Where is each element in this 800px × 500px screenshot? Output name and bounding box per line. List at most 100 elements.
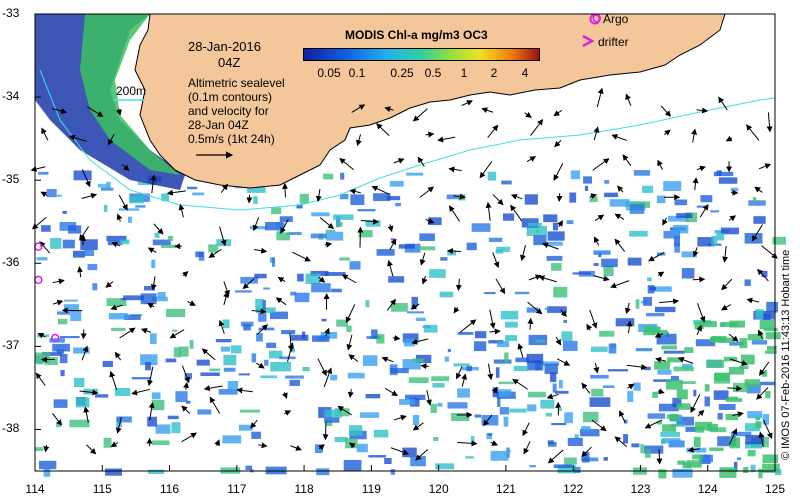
chl-patch <box>384 457 392 464</box>
velocity-arrow <box>746 124 760 141</box>
velocity-arrow <box>596 87 604 108</box>
velocity-arrow <box>187 300 196 306</box>
velocity-arrow <box>512 378 528 390</box>
chl-patch <box>607 369 628 372</box>
chl-patch <box>672 397 682 408</box>
chl-patch <box>502 213 515 221</box>
chl-patch <box>92 283 98 291</box>
chl-patch <box>200 372 220 377</box>
chl-patch <box>762 414 770 425</box>
chl-patch <box>256 333 263 342</box>
chl-patch <box>59 221 77 231</box>
chl-patch <box>747 411 763 419</box>
velocity-arrow <box>351 104 366 113</box>
chl-patch <box>390 238 395 241</box>
chl-patch <box>709 336 722 343</box>
chl-patch <box>435 463 455 470</box>
chl-patch <box>389 180 404 187</box>
chl-patch <box>388 276 405 283</box>
velocity-arrow <box>656 448 663 465</box>
chl-patch <box>739 365 749 370</box>
chl-patch <box>373 193 391 202</box>
chl-patch <box>334 436 348 443</box>
velocity-arrow <box>319 217 335 230</box>
velocity-arrow <box>251 308 267 315</box>
velocity-arrow <box>554 140 562 148</box>
velocity-arrow <box>80 234 87 246</box>
chl-patch <box>668 215 689 222</box>
chl-patch <box>357 209 376 212</box>
contour-label: 200m <box>116 84 147 98</box>
chl-patch <box>500 310 519 320</box>
chl-patch <box>714 372 730 381</box>
velocity-arrow <box>655 356 666 363</box>
chl-patch <box>399 399 415 405</box>
latitude-label: -38 <box>2 421 20 436</box>
chl-patch <box>535 230 539 233</box>
chl-patch <box>437 402 443 407</box>
velocity-arrow <box>410 303 420 310</box>
chl-patch <box>208 244 219 253</box>
velocity-arrow <box>348 354 359 362</box>
chl-patch <box>64 299 78 302</box>
chl-patch <box>56 349 64 354</box>
velocity-arrow <box>118 194 128 211</box>
chl-patch <box>223 367 236 372</box>
chl-patch <box>186 400 191 404</box>
chl-patch <box>567 437 583 447</box>
chl-patch <box>195 251 204 258</box>
chl-patch <box>269 311 289 320</box>
argo-float-marker <box>50 333 60 343</box>
chl-patch <box>623 434 629 444</box>
velocity-arrow <box>412 422 424 431</box>
velocity-arrow <box>495 278 506 295</box>
velocity-arrow <box>393 414 407 421</box>
velocity-arrow <box>746 297 760 304</box>
chl-patch <box>453 363 470 367</box>
chl-patch <box>218 389 238 395</box>
velocity-arrow <box>51 108 68 114</box>
chl-patch <box>515 357 530 363</box>
chl-patch <box>238 424 253 431</box>
velocity-arrow <box>252 217 260 232</box>
velocity-arrow <box>250 419 258 429</box>
chl-patch <box>505 335 518 341</box>
chl-patch <box>766 301 779 313</box>
chl-patch <box>503 416 509 427</box>
velocity-arrow <box>317 358 327 377</box>
velocity-arrow <box>556 358 571 366</box>
chl-patch <box>751 340 768 345</box>
chl-patch <box>541 361 560 366</box>
chl-patch <box>582 411 599 423</box>
colorbar-tick-label: 1 <box>460 66 468 80</box>
chl-patch <box>674 199 688 206</box>
chl-patch <box>386 196 401 201</box>
chl-patch <box>129 195 144 204</box>
chl-patch <box>439 291 454 298</box>
velocity-arrow <box>384 387 398 396</box>
velocity-arrow <box>591 419 607 432</box>
chl-patch <box>566 220 574 225</box>
velocity-arrow <box>419 252 426 266</box>
velocity-arrow <box>448 205 461 222</box>
chl-patch <box>123 314 141 320</box>
velocity-arrow <box>357 226 364 248</box>
chl-patch <box>258 327 275 331</box>
chl-patch <box>748 200 766 206</box>
colorbar-tick-label: 2 <box>490 66 498 80</box>
velocity-arrow <box>150 174 157 194</box>
velocity-arrow <box>114 351 122 361</box>
chl-patch <box>111 327 126 331</box>
chl-patch <box>677 460 686 465</box>
chl-patch <box>720 322 739 327</box>
velocity-arrow <box>209 396 221 414</box>
chl-patch <box>325 420 333 427</box>
chl-patch <box>509 408 527 413</box>
chl-patch <box>103 437 112 448</box>
chl-patch <box>440 257 448 261</box>
velocity-arrow <box>148 401 155 421</box>
chl-patch <box>148 469 164 474</box>
chl-patch <box>265 221 284 231</box>
velocity-arrow <box>183 381 190 390</box>
velocity-arrow <box>619 410 626 423</box>
